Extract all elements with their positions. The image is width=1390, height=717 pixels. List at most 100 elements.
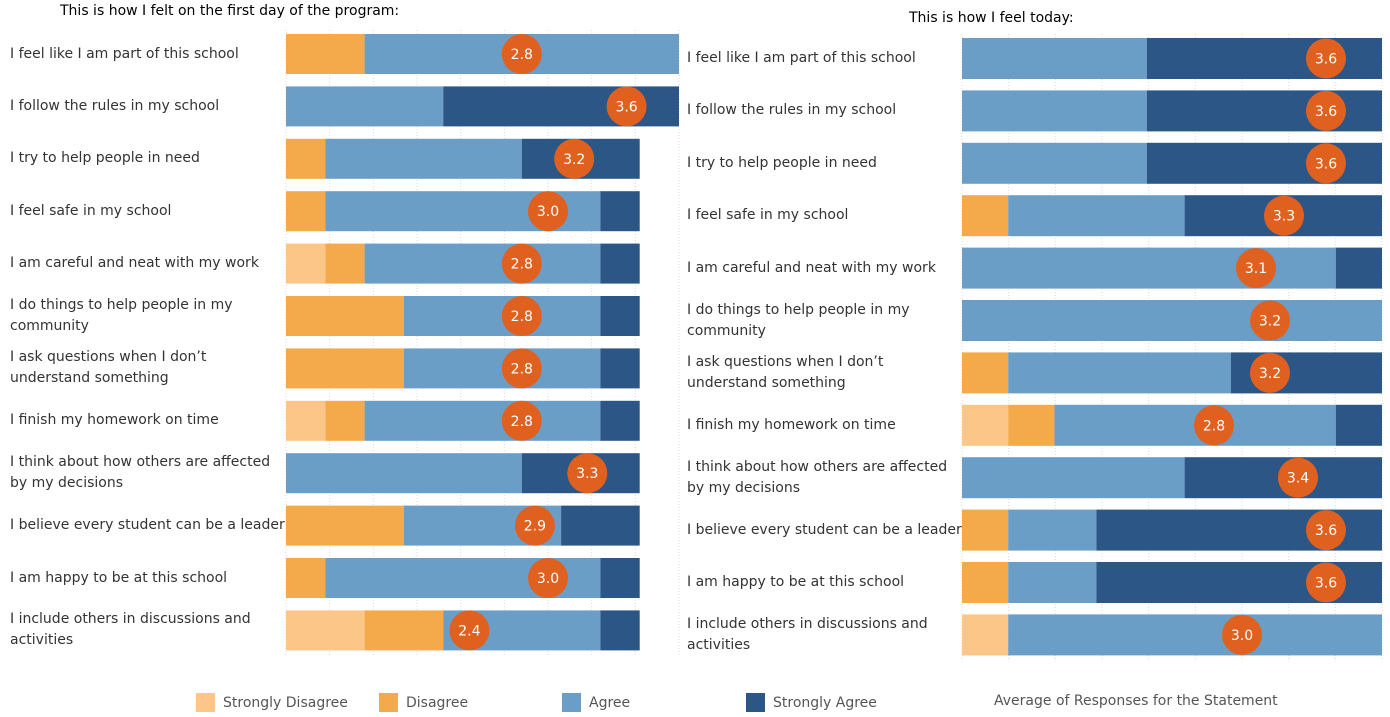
legend-item-average[interactable]: Average of Responses for the Statement xyxy=(994,693,1278,709)
average-marker[interactable] xyxy=(606,86,647,127)
bar-segment-strongly-agree[interactable] xyxy=(1335,404,1382,446)
average-marker[interactable] xyxy=(1250,300,1290,341)
bar-segment-agree[interactable] xyxy=(1008,352,1231,394)
bar-segment-strongly-agree[interactable] xyxy=(561,505,640,546)
average-marker[interactable] xyxy=(501,400,542,441)
left-bar-row: 2.8 xyxy=(286,34,679,74)
bar-segment-strongly-agree[interactable] xyxy=(1146,90,1382,132)
left-bar-row: 2.8 xyxy=(286,243,640,284)
average-marker[interactable] xyxy=(1306,510,1346,551)
average-marker[interactable] xyxy=(1250,352,1290,393)
bar-segment-strongly-agree[interactable] xyxy=(1146,38,1382,79)
bar-segment-disagree[interactable] xyxy=(286,138,326,179)
bar-segment-disagree[interactable] xyxy=(962,562,1009,603)
average-marker[interactable] xyxy=(514,505,555,546)
right-bar-row: 3.0 xyxy=(962,614,1382,656)
bar-segment-strongly-disagree[interactable] xyxy=(286,400,326,441)
bar-segment-agree[interactable] xyxy=(364,400,601,441)
bar-segment-disagree[interactable] xyxy=(325,400,365,441)
average-marker[interactable] xyxy=(528,191,568,232)
bar-segment-strongly-agree[interactable] xyxy=(600,296,640,336)
bar-segment-agree[interactable] xyxy=(325,138,522,179)
bar-segment-strongly-agree[interactable] xyxy=(600,400,640,441)
right-bar-row: 3.3 xyxy=(962,195,1382,237)
bar-segment-agree[interactable] xyxy=(1008,509,1097,551)
average-marker[interactable] xyxy=(1306,90,1346,131)
bar-segment-disagree[interactable] xyxy=(286,348,404,389)
category-label: I feel safe in my school xyxy=(10,202,172,219)
bar-segment-agree[interactable] xyxy=(962,90,1147,132)
bar-segment-agree[interactable] xyxy=(364,243,601,284)
average-marker[interactable] xyxy=(501,296,542,336)
bar-segment-strongly-agree[interactable] xyxy=(1146,142,1382,184)
category-label: I believe every student can be a leader xyxy=(687,521,962,538)
bar-segment-strongly-agree[interactable] xyxy=(600,348,640,389)
average-value-label: 3.0 xyxy=(1231,628,1253,644)
bar-segment-agree[interactable] xyxy=(1008,195,1185,237)
bar-segment-strongly-disagree[interactable] xyxy=(962,404,1009,446)
legend-item-agree[interactable]: Agree xyxy=(562,693,630,712)
legend-item-strongly-disagree[interactable]: Strongly Disagree xyxy=(196,693,348,712)
bar-segment-disagree[interactable] xyxy=(1008,404,1055,446)
average-marker[interactable] xyxy=(1278,457,1318,498)
bar-segment-agree[interactable] xyxy=(1008,562,1097,603)
bar-segment-agree[interactable] xyxy=(962,457,1185,499)
average-marker[interactable] xyxy=(1306,38,1346,79)
bar-segment-strongly-agree[interactable] xyxy=(600,191,640,232)
bar-segment-disagree[interactable] xyxy=(286,558,326,598)
bar-segment-disagree[interactable] xyxy=(325,243,365,284)
bar-segment-agree[interactable] xyxy=(286,86,444,127)
category-label: I am careful and neat with my work xyxy=(10,255,259,272)
average-marker[interactable] xyxy=(1306,562,1346,603)
average-marker[interactable] xyxy=(449,610,490,651)
average-marker[interactable] xyxy=(1236,248,1276,289)
average-marker[interactable] xyxy=(528,558,568,598)
average-marker[interactable] xyxy=(567,453,608,494)
average-marker[interactable] xyxy=(501,348,542,389)
category-label: I finish my homework on time xyxy=(10,412,219,429)
legend-item-disagree[interactable]: Disagree xyxy=(379,693,468,712)
bar-segment-disagree[interactable] xyxy=(286,296,404,336)
bar-segment-disagree[interactable] xyxy=(962,509,1009,551)
bar-segment-agree[interactable] xyxy=(1008,614,1382,656)
left-bar-row: 3.6 xyxy=(286,86,679,127)
category-label: I follow the rules in my school xyxy=(687,102,897,119)
left-bar-row: 2.4 xyxy=(286,610,640,651)
average-value-label: 3.2 xyxy=(1259,366,1281,382)
bar-segment-strongly-agree[interactable] xyxy=(600,558,640,598)
bar-segment-disagree[interactable] xyxy=(962,352,1009,394)
bar-segment-strongly-disagree[interactable] xyxy=(286,243,326,284)
average-value-label: 2.8 xyxy=(1203,418,1225,434)
bar-segment-strongly-disagree[interactable] xyxy=(962,614,1009,656)
bar-segment-strongly-disagree[interactable] xyxy=(286,610,365,651)
legend-label: Disagree xyxy=(406,694,469,711)
average-marker[interactable] xyxy=(1222,614,1262,655)
bar-segment-disagree[interactable] xyxy=(286,505,404,546)
bar-segment-disagree[interactable] xyxy=(286,191,326,232)
category-label: I am careful and neat with my work xyxy=(687,259,936,276)
bar-segment-disagree[interactable] xyxy=(286,34,365,74)
category-label: I ask questions when I don’t understand … xyxy=(687,353,884,391)
average-value-label: 3.2 xyxy=(1259,314,1281,330)
bar-segment-agree[interactable] xyxy=(962,300,1382,341)
average-marker[interactable] xyxy=(1194,405,1234,446)
bar-segment-disagree[interactable] xyxy=(962,195,1009,237)
bar-segment-strongly-agree[interactable] xyxy=(600,610,640,651)
left-bar-row: 2.9 xyxy=(286,505,640,546)
average-marker[interactable] xyxy=(554,138,595,179)
average-marker[interactable] xyxy=(501,243,542,284)
bar-segment-agree[interactable] xyxy=(962,247,1336,289)
bar-segment-strongly-agree[interactable] xyxy=(600,243,640,284)
bar-segment-agree[interactable] xyxy=(286,453,522,494)
category-label: I feel like I am part of this school xyxy=(687,50,916,66)
average-marker[interactable] xyxy=(1306,143,1346,184)
agree-swatch xyxy=(562,693,581,712)
bar-segment-strongly-agree[interactable] xyxy=(1335,247,1382,289)
average-marker[interactable] xyxy=(501,34,542,74)
bar-segment-disagree[interactable] xyxy=(364,610,444,651)
bar-segment-agree[interactable] xyxy=(962,142,1147,184)
bar-segment-agree[interactable] xyxy=(962,38,1147,79)
legend-item-strongly-agree[interactable]: Strongly Agree xyxy=(746,693,877,712)
average-marker[interactable] xyxy=(1264,195,1304,236)
strongly-agree-swatch xyxy=(746,693,765,712)
